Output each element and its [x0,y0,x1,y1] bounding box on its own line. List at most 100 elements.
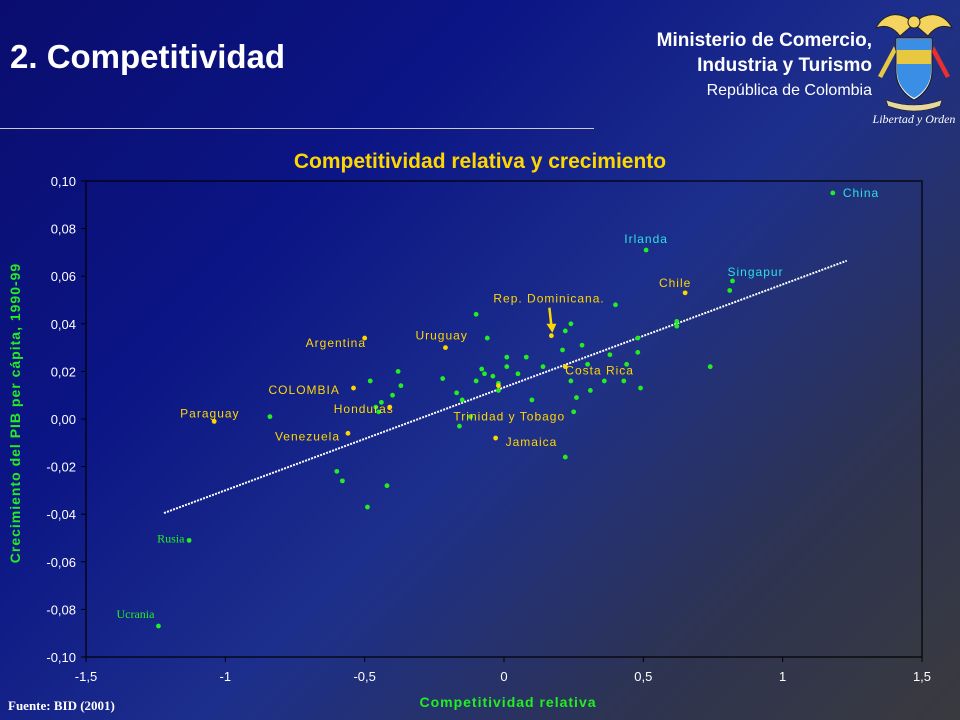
data-point [473,378,479,384]
point-label: Honduras [334,402,394,416]
labeled-data-point [387,404,393,410]
data-point [378,399,384,405]
data-point [395,369,401,374]
data-point [707,364,713,370]
point-labels: China Irlanda Chile Singapur Rep. Dominicana… [116,186,879,621]
point-label: Rep. Dominicana. [493,292,604,306]
data-point [568,321,574,327]
data-point [587,388,593,393]
point-label: Uruguay [415,329,467,343]
chart-axes: 0,10 0,08 0,06 0,04 0,02 0,00 -0,02 -0,04 -0,06 -… [46,174,931,684]
labeled-data-point [562,364,568,370]
data-point [504,354,510,360]
y-tick-label: -0,02 [46,460,76,475]
data-point [454,390,460,396]
title-divider [0,128,594,129]
y-axis-label: Crecimiento del PIB per cápita, 1990-99 [7,263,23,563]
x-tick-label: -1 [220,669,232,684]
data-point [334,468,340,474]
slide-title: 2. Competitividad [10,38,286,75]
labeled-data-point [493,435,499,441]
data-point [674,319,680,324]
labeled-data-point [351,385,356,391]
data-point [376,409,381,415]
labeled-data-point [730,278,735,284]
data-point [267,414,273,420]
y-tick-label: 0,06 [51,269,76,284]
data-point [621,378,627,384]
data-points [156,190,836,629]
data-point [562,328,568,334]
ministry-block: Ministerio de Comercio, Industria y Turi… [657,28,872,103]
data-point [601,378,607,384]
ministry-line-3: República de Colombia [706,82,872,99]
x-tick-label: 1,5 [913,669,931,684]
chart-title: Competitividad relativa y crecimiento [293,150,667,173]
trend-line [163,259,848,514]
x-tick-label: -0,5 [353,669,375,684]
data-point [560,347,565,353]
y-tick-label: 0,04 [51,317,76,332]
y-tick-label: 0,02 [51,364,76,379]
data-point [515,371,521,377]
labeled-data-point [345,430,351,436]
data-point [523,354,529,360]
rep-dominicana-arrow [546,323,557,333]
labeled-data-point [186,537,192,543]
data-point [562,454,568,460]
data-point [529,397,535,403]
data-point [635,335,641,341]
labeled-data-point [156,623,161,629]
seal-motto: Libertad y Orden [872,112,955,126]
data-point [635,349,641,355]
x-tick-label: 0,5 [634,669,652,684]
labeled-data-point [443,345,448,350]
labeled-data-point [496,383,501,389]
point-label: Irlanda [624,232,668,246]
point-label: Ucrania [116,607,155,621]
point-label: Argentina [306,336,366,350]
point-label: Chile [659,276,691,290]
data-point [490,373,496,379]
data-point [585,361,590,367]
point-label: Rusia [157,531,185,545]
data-point [365,504,370,510]
data-point [440,376,446,381]
y-tick-label: 0,00 [51,412,76,427]
data-point [384,483,390,489]
data-point [496,388,501,393]
ministry-line-2: Industria y Turismo [697,55,872,76]
data-point [367,378,373,384]
data-point [613,302,618,308]
x-axis-label: Competitividad relativa [419,694,596,710]
data-point [398,383,404,389]
data-point [504,364,510,370]
data-point [468,414,473,420]
data-point [390,392,395,398]
data-point [373,404,379,410]
x-tick-label: 0 [500,669,507,684]
labeled-data-point [643,247,649,253]
data-point [607,352,613,358]
data-point [638,385,643,391]
y-tick-label: -0,04 [46,507,76,522]
data-point [579,342,585,348]
data-point [574,395,579,400]
colombia-coat-of-arms-logo: Libertad y Orden [872,14,955,126]
labeled-data-point [682,290,688,296]
labeled-data-point [362,335,368,341]
ministry-line-1: Ministerio de Comercio, [656,30,872,51]
source-note: Fuente: BID (2001) [8,698,115,713]
point-label: COLOMBIA [269,383,340,397]
point-label: Jamaica [506,435,558,449]
y-tick-label: 0,10 [51,174,76,189]
x-tick-label: 1 [779,669,786,684]
labeled-data-point [548,333,554,339]
point-label: China [843,186,879,200]
data-point [459,397,465,403]
rep-dominicana-arrow-shaft [548,307,553,326]
data-point [571,409,577,415]
data-point [624,361,630,367]
point-label: Costa Rica [565,364,634,378]
